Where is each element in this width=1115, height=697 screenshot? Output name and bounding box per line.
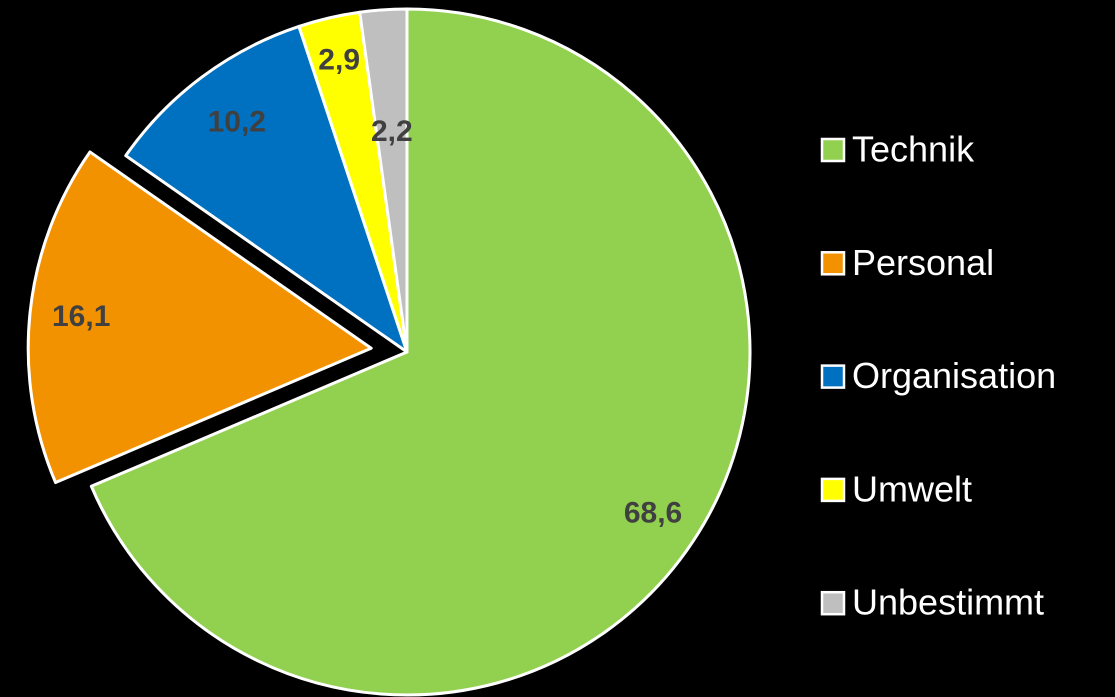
- legend-swatch: [820, 137, 846, 163]
- data-label: 16,1: [52, 300, 110, 333]
- legend-swatch: [820, 590, 846, 616]
- pie-slice: [124, 24, 409, 354]
- legend-label: Umwelt: [852, 468, 972, 509]
- pie-slice: [26, 150, 373, 485]
- data-label: 10,2: [208, 106, 266, 139]
- data-label: 68,6: [624, 497, 682, 530]
- data-label: 2,2: [371, 115, 413, 148]
- legend-label: Unbestimmt: [852, 582, 1044, 623]
- legend-label: Organisation: [852, 355, 1056, 396]
- legend-label: Personal: [852, 242, 994, 283]
- pie-slice: [89, 7, 752, 697]
- legend-swatch: [820, 251, 846, 276]
- legend-label: Technik: [852, 129, 975, 170]
- legend-swatch: [820, 364, 846, 389]
- pie-slice: [358, 7, 409, 354]
- data-label: 2,9: [318, 43, 360, 76]
- legend-swatch: [820, 477, 846, 503]
